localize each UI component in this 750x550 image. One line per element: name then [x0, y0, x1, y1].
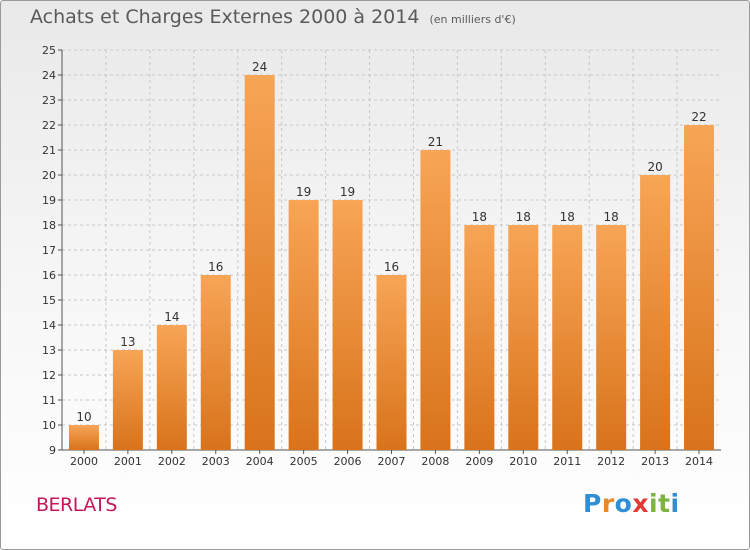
- logo-letter: x: [632, 489, 649, 518]
- y-tick-label: 9: [49, 444, 56, 457]
- data-label: 24: [252, 60, 267, 74]
- logo-letter: P: [583, 489, 602, 518]
- x-tick-label: 2012: [597, 455, 625, 468]
- x-tick-label: 2007: [378, 455, 406, 468]
- x-tick-label: 2006: [334, 455, 362, 468]
- x-tick-label: 2008: [421, 455, 449, 468]
- data-label: 10: [76, 410, 91, 424]
- x-tick-label: 2002: [158, 455, 186, 468]
- data-label: 13: [120, 335, 135, 349]
- data-label: 20: [647, 160, 662, 174]
- bar: [200, 275, 231, 450]
- data-label: 22: [691, 110, 706, 124]
- y-tick-label: 16: [42, 269, 56, 282]
- data-label: 21: [428, 135, 443, 149]
- bar: [596, 225, 627, 450]
- x-tick-label: 2004: [246, 455, 274, 468]
- data-label: 18: [516, 210, 531, 224]
- y-tick-label: 13: [42, 344, 56, 357]
- logo-letter: t: [658, 489, 671, 518]
- data-label: 16: [208, 260, 223, 274]
- data-labels: 10 13 14 16 24 19 19 16 21 18 18 18 18 20 22: [76, 60, 706, 424]
- data-label: 19: [296, 185, 311, 199]
- y-tick-label: 20: [42, 169, 56, 182]
- bar: [156, 325, 187, 450]
- logo-letter: r: [601, 489, 615, 518]
- data-label: 14: [164, 310, 179, 324]
- y-tick-label: 11: [42, 394, 56, 407]
- y-tick-label: 25: [42, 44, 56, 57]
- bar: [684, 125, 715, 450]
- proxiti-logo: Proxiti: [583, 489, 680, 518]
- commune-name: BERLATS: [36, 494, 117, 516]
- x-tick-label: 2011: [553, 455, 581, 468]
- y-tick-label: 21: [42, 144, 56, 157]
- bars: [68, 75, 715, 450]
- data-label: 18: [560, 210, 575, 224]
- y-tick-label: 22: [42, 119, 56, 132]
- bar: [244, 75, 275, 450]
- y-tick-label: 12: [42, 369, 56, 382]
- grid-lines: [62, 49, 721, 451]
- bar: [112, 350, 143, 450]
- bar: [68, 425, 99, 450]
- bar: [332, 200, 363, 450]
- bar: [552, 225, 583, 450]
- x-tick-label: 2000: [70, 455, 98, 468]
- chart-subtitle: (en milliers d'€): [429, 13, 516, 26]
- bar: [464, 225, 495, 450]
- data-label: 18: [604, 210, 619, 224]
- data-label: 16: [384, 260, 399, 274]
- data-label: 18: [472, 210, 487, 224]
- chart-title: Achats et Charges Externes 2000 à 2014 (e…: [30, 6, 516, 28]
- data-label: 19: [340, 185, 355, 199]
- y-tick-label: 23: [42, 94, 56, 107]
- y-tick-label: 18: [42, 219, 56, 232]
- x-tick-label: 2005: [290, 455, 318, 468]
- x-tick-label: 2003: [202, 455, 230, 468]
- bar: [420, 150, 451, 450]
- bar: [288, 200, 319, 450]
- logo-letter: o: [614, 489, 633, 518]
- bar: [376, 275, 407, 450]
- bar: [640, 175, 671, 450]
- chart-title-text: Achats et Charges Externes 2000 à 2014: [30, 6, 420, 28]
- x-tick-label: 2014: [685, 455, 713, 468]
- y-tick-label: 10: [42, 419, 56, 432]
- y-tick-label: 14: [42, 319, 56, 332]
- logo-letter: i: [670, 489, 680, 518]
- y-tick-label: 19: [42, 194, 56, 207]
- y-tick-label: 24: [42, 69, 56, 82]
- y-tick-label: 17: [42, 244, 56, 257]
- x-tick-label: 2001: [114, 455, 142, 468]
- logo-letter: i: [649, 489, 659, 518]
- x-tick-label: 2010: [509, 455, 537, 468]
- y-tick-label: 15: [42, 294, 56, 307]
- x-tick-label: 2009: [465, 455, 493, 468]
- bar: [508, 225, 539, 450]
- x-tick-label: 2013: [641, 455, 669, 468]
